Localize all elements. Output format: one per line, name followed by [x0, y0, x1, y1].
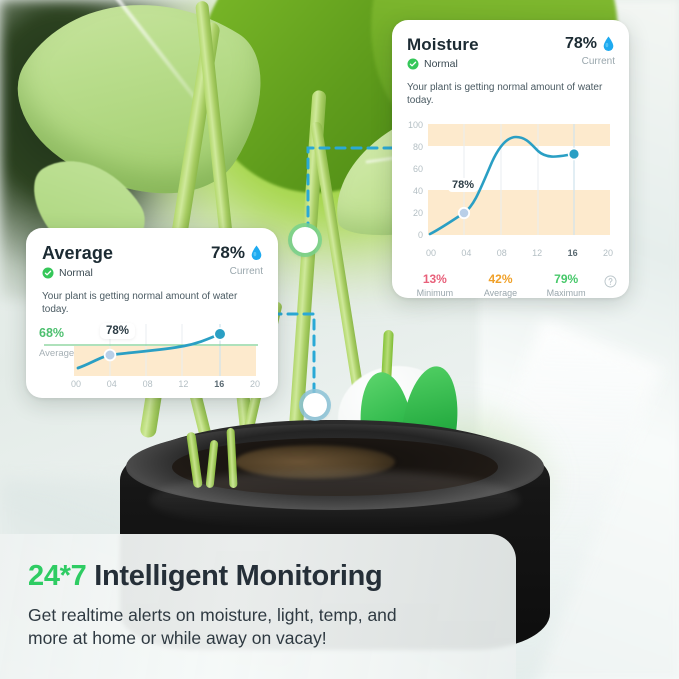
average-chart[interactable]: 68% Average 78% [34, 323, 268, 376]
moisture-status: Normal [407, 58, 479, 70]
stat-average-label: Average [483, 288, 518, 298]
moisture-description: Your plant is getting normal amount of w… [407, 82, 603, 106]
stat-minimum-value: 13% [422, 272, 447, 286]
banner-heading-rest: Intelligent Monitoring [86, 560, 383, 592]
moisture-status-label: Normal [424, 58, 458, 70]
moisture-value: 78% [564, 35, 597, 52]
svg-text:60: 60 [413, 164, 423, 174]
x-tick-current: 16 [214, 379, 225, 389]
moisture-band-high [428, 124, 610, 146]
sensor-point-marker-upper[interactable] [292, 227, 318, 253]
x-tick: 08 [496, 248, 507, 258]
average-card[interactable]: Average Normal 78% Current [26, 228, 278, 398]
plant-pot-highlight [150, 470, 520, 530]
connector-line-average [270, 312, 316, 408]
x-tick: 12 [532, 248, 543, 258]
moisture-marker-active [567, 147, 581, 161]
stat-maximum-label: Maximum [546, 288, 586, 298]
x-tick: 12 [178, 379, 189, 389]
moisture-y-axis: 100 80 60 40 20 0 [408, 120, 423, 240]
banner-subtitle-line-2: more at home or while away on vacay! [28, 628, 327, 649]
average-chart-svg [44, 324, 258, 376]
stat-minimum[interactable]: 13% Minimum [402, 272, 468, 298]
svg-text:100: 100 [408, 120, 423, 130]
x-tick-current: 16 [567, 248, 578, 258]
average-value: 78% [210, 243, 245, 262]
average-marker-muted [103, 348, 117, 362]
stat-maximum[interactable]: 79% Maximum [533, 272, 599, 298]
banner-heading: 24*7 Intelligent Monitoring [28, 560, 486, 593]
moisture-card-header: Moisture Normal 78% Curren [407, 35, 615, 70]
moisture-card[interactable]: Moisture Normal 78% Curren [392, 20, 629, 298]
banner-heading-accent: 24*7 [28, 560, 87, 592]
stat-maximum-value: 79% [554, 272, 579, 286]
svg-text:20: 20 [413, 208, 423, 218]
banner-subtitle-line-1: Get realtime alerts on moisture, light, … [28, 605, 397, 625]
average-card-header: Average Normal 78% Current [42, 243, 263, 279]
check-circle-icon [42, 267, 54, 279]
stat-minimum-label: Minimum [416, 288, 454, 298]
x-tick: 20 [249, 379, 260, 389]
moisture-title: Moisture [407, 35, 479, 54]
moisture-band-low [428, 190, 610, 235]
moisture-current-label: Current [581, 56, 615, 67]
x-tick: 20 [602, 248, 613, 258]
average-baseline-label: Average [39, 348, 75, 359]
moisture-marker-muted [457, 206, 471, 220]
moisture-chart-svg: 100 80 60 40 20 0 [408, 120, 610, 240]
moisture-stats: 13% Minimum 42% Average 79% Maximum [402, 272, 621, 298]
average-baseline-value: 68% [39, 326, 65, 340]
moisture-chart[interactable]: 100 80 60 40 20 0 78% [400, 116, 617, 247]
average-marker-active [213, 327, 227, 341]
plant-soil [235, 445, 395, 479]
average-title: Average [42, 243, 114, 263]
average-current-label: Current [229, 266, 263, 277]
x-tick: 04 [106, 379, 117, 389]
x-tick: 00 [426, 248, 437, 258]
average-description: Your plant is getting normal amount of w… [42, 291, 238, 315]
water-drop-icon [603, 36, 614, 52]
average-status-label: Normal [59, 267, 93, 279]
stat-average[interactable]: 42% Average [468, 272, 534, 298]
average-band [74, 346, 256, 376]
x-tick: 04 [461, 248, 472, 258]
sensor-point-marker-lower[interactable] [303, 393, 327, 417]
connector-line-moisture [306, 146, 410, 250]
average-series-line [76, 332, 222, 370]
x-tick: 08 [142, 379, 153, 389]
promo-banner: 24*7 Intelligent Monitoring Get realtime… [0, 534, 516, 679]
check-circle-icon [407, 58, 419, 70]
average-x-axis: 00 04 08 12 16 20 [71, 379, 260, 389]
svg-text:0: 0 [418, 230, 423, 240]
moisture-reading: 78% [565, 35, 615, 53]
x-tick: 00 [71, 379, 82, 389]
svg-text:40: 40 [413, 186, 423, 196]
average-tooltip: 78% [100, 323, 136, 339]
average-reading: 78% [211, 243, 263, 263]
banner-subtitle: Get realtime alerts on moisture, light, … [28, 604, 486, 651]
moisture-tooltip: 78% [448, 178, 479, 192]
water-drop-icon [251, 245, 262, 261]
help-circle-icon[interactable] [604, 275, 617, 288]
moisture-x-axis: 00 04 08 12 16 20 [426, 248, 613, 258]
svg-text:80: 80 [413, 142, 423, 152]
stat-average-value: 42% [488, 272, 513, 286]
average-status: Normal [42, 267, 113, 279]
